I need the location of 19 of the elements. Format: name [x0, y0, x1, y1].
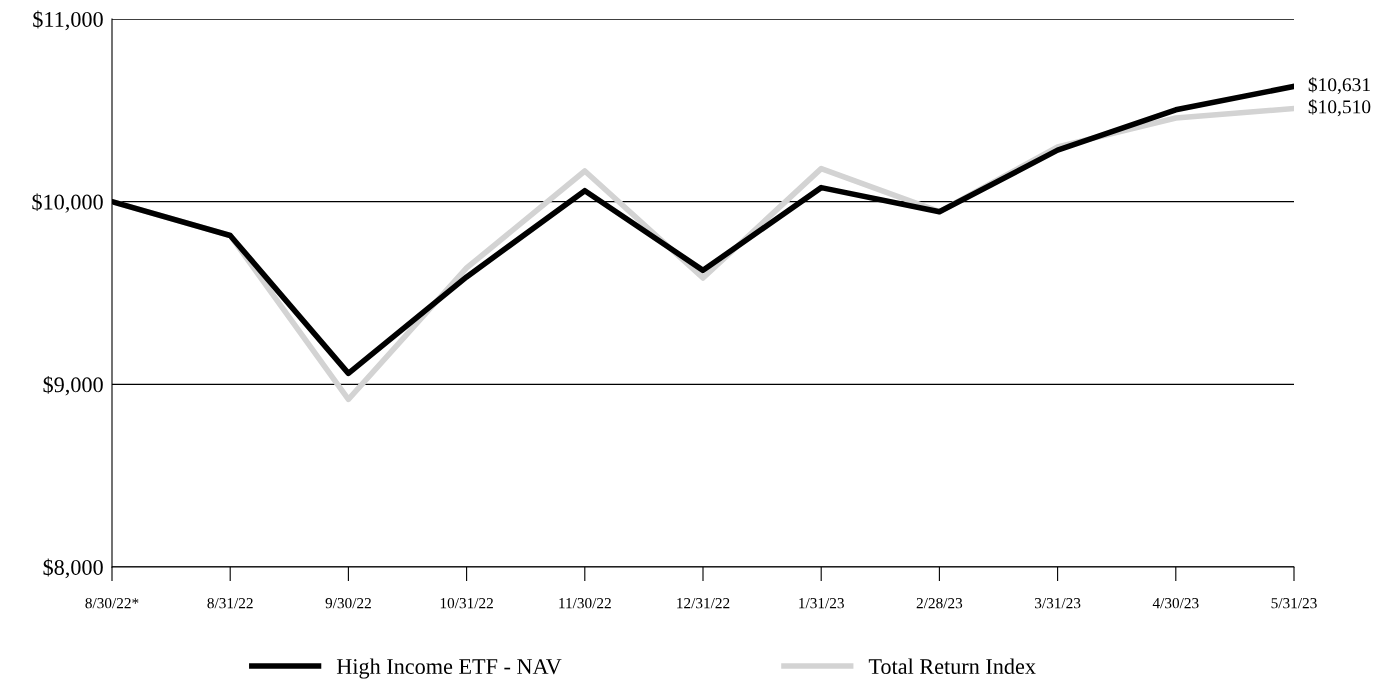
x-tick-label: 4/30/23	[1152, 598, 1199, 609]
annotation: $10,510	[1308, 99, 1371, 117]
legend-label: Total Return Index	[868, 658, 1036, 675]
x-tick-label: 9/30/22	[325, 598, 371, 609]
x-tick-label: 8/31/22	[207, 598, 253, 609]
x-tick-label: 11/30/22	[559, 598, 611, 609]
x-tick-label: 8/30/22*	[85, 598, 139, 609]
y-tick-label: $9,000	[43, 375, 103, 396]
annotation: $10,631	[1308, 77, 1370, 95]
y-tick-label: $10,000	[32, 193, 103, 213]
x-tick-label: 5/31/23	[1271, 598, 1317, 609]
x-tick-label: 12/31/22	[677, 598, 730, 609]
x-tick-label: 3/31/23	[1034, 598, 1081, 609]
x-tick-label: 1/31/23	[799, 598, 844, 609]
legend-label: High Income ETF - NAV	[336, 658, 562, 679]
x-tick-label: 10/31/22	[440, 598, 493, 609]
y-tick-label: $11,000	[33, 10, 103, 31]
y-tick-label: $8,000	[43, 558, 103, 579]
x-tick-label: 2/28/23	[916, 598, 963, 609]
